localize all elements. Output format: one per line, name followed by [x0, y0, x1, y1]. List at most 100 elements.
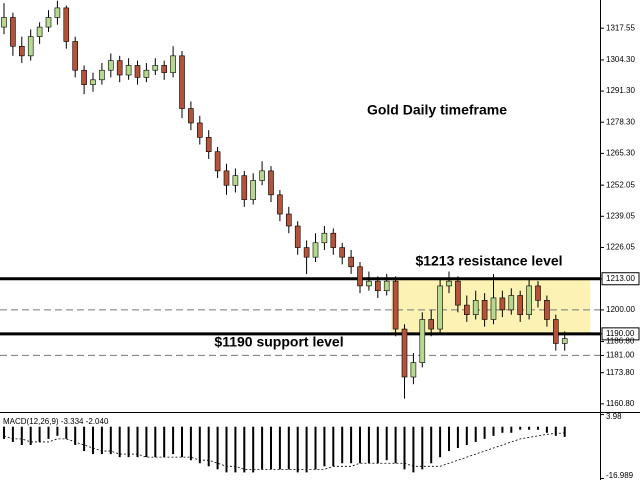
histogram-bar — [207, 426, 210, 467]
histogram-bar — [563, 426, 566, 437]
histogram-bar — [261, 426, 264, 470]
annotation: $1190 support level — [214, 334, 343, 350]
histogram-bar — [456, 426, 459, 449]
candle-body — [544, 300, 550, 320]
histogram-bar — [38, 426, 41, 442]
histogram-bar — [287, 426, 290, 470]
candle-body — [561, 338, 568, 344]
histogram-bar — [332, 426, 335, 467]
histogram-bar — [323, 426, 326, 467]
histogram-bar — [474, 426, 477, 442]
histogram-bar — [439, 426, 442, 458]
y-tick-label: 1181.00 — [606, 351, 635, 360]
histogram-bar — [554, 426, 557, 436]
candle-body — [214, 151, 221, 172]
candle-body — [437, 285, 443, 330]
signal-line — [3, 432, 565, 470]
histogram-bar — [100, 426, 103, 455]
level-label-box — [601, 272, 640, 286]
candle-body — [499, 297, 506, 311]
histogram-bar — [385, 426, 388, 461]
candle-body — [490, 297, 497, 320]
candle-body — [392, 280, 399, 330]
candle-body — [312, 242, 319, 258]
y-tick-label: 1291.30 — [606, 86, 635, 95]
candle-body — [401, 328, 408, 378]
y-tick-label: 1160.80 — [606, 399, 635, 408]
annotation: Gold Daily timeframe — [367, 102, 507, 118]
histogram-bar — [465, 426, 468, 445]
histogram-bar — [270, 426, 272, 470]
candle-body — [45, 17, 52, 28]
candle-body — [552, 319, 559, 344]
candle-body — [526, 285, 532, 315]
candle-body — [232, 175, 239, 186]
candle-body — [63, 7, 70, 42]
candle-body — [321, 232, 328, 244]
histogram-bar — [83, 426, 86, 452]
histogram-bar — [448, 426, 450, 452]
histogram-bar — [421, 426, 424, 470]
histogram-bar — [234, 426, 237, 473]
candle-body — [134, 65, 141, 78]
candle-body — [143, 69, 150, 78]
candle-body — [90, 79, 96, 85]
candle-body — [1, 17, 7, 28]
candle-body — [357, 266, 363, 287]
histogram-bar — [29, 426, 32, 445]
candle-body — [366, 280, 372, 287]
candle-body — [179, 55, 185, 109]
y-tick-label: 1239.05 — [606, 211, 635, 220]
candle-body — [161, 65, 167, 73]
candle-body — [36, 26, 43, 37]
candle-body — [374, 280, 381, 292]
histogram-bar — [225, 426, 228, 473]
histogram-bar — [359, 426, 361, 464]
candle-body — [294, 225, 301, 248]
histogram-bar — [305, 426, 308, 473]
candle-body — [250, 180, 256, 200]
y-tick-label: 1186.80 — [606, 337, 635, 346]
histogram-bar — [3, 426, 5, 439]
histogram-bar — [172, 426, 175, 455]
candle-body — [410, 362, 417, 378]
candle-body — [419, 319, 426, 363]
histogram-bar — [278, 426, 281, 470]
candle-body — [428, 319, 435, 330]
candle-body — [463, 304, 470, 315]
histogram-bar — [403, 426, 406, 470]
histogram-bar — [252, 426, 255, 473]
candle-body — [508, 295, 515, 311]
level-label-box — [601, 327, 640, 341]
candle-body — [18, 45, 25, 57]
candle-body — [330, 232, 337, 248]
y-tick-label: 1226.05 — [606, 243, 635, 252]
histogram-bar — [127, 426, 130, 458]
histogram-bar — [519, 426, 522, 430]
candle-body — [116, 60, 123, 76]
y-tick-label: 1200.00 — [606, 305, 635, 314]
candle-body — [446, 280, 452, 287]
candle-body — [197, 122, 203, 138]
candle-body — [303, 247, 310, 258]
candle-body — [481, 300, 488, 320]
histogram-bar — [350, 426, 353, 464]
histogram-bar — [92, 426, 94, 455]
histogram-bar — [376, 426, 379, 464]
histogram-bar — [118, 426, 121, 458]
candle-body — [348, 256, 354, 268]
candle-body — [517, 295, 524, 315]
candle-body — [27, 36, 34, 57]
histogram-bar — [367, 426, 370, 464]
histogram-bar — [20, 426, 23, 445]
histogram-bar — [314, 426, 317, 470]
histogram-bar — [430, 426, 433, 464]
candle-body — [188, 108, 194, 124]
histogram-bar — [243, 426, 246, 473]
indicator-title: MACD(12,26,9) -3.334 -2.040 — [3, 417, 109, 426]
candle-body — [383, 280, 390, 292]
candle-body — [455, 280, 461, 306]
y-tick-label: 1317.55 — [606, 23, 635, 32]
